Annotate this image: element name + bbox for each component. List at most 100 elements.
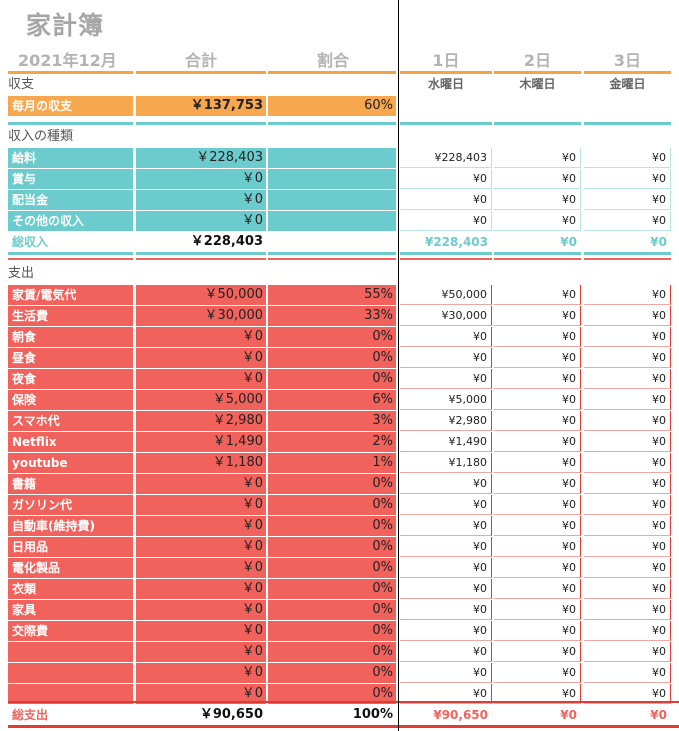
- expense-label-cell[interactable]: ガソリン代: [8, 495, 133, 515]
- income-total-cell[interactable]: ￥0: [136, 211, 266, 231]
- expense-day-cell[interactable]: ¥1,490: [400, 432, 492, 452]
- income-total-cell[interactable]: ￥0: [136, 190, 266, 210]
- expense-day-cell[interactable]: ¥0: [400, 327, 492, 347]
- expense-ratio-cell[interactable]: 2%: [268, 432, 396, 452]
- expense-total-cell[interactable]: ￥0: [136, 600, 266, 620]
- expense-day-cell[interactable]: ¥0: [584, 558, 671, 578]
- income-day-cell[interactable]: ¥0: [494, 169, 581, 189]
- expense-day-cell[interactable]: ¥0: [494, 390, 581, 410]
- total-expense-day-cell[interactable]: ¥0: [650, 708, 667, 722]
- expense-day-cell[interactable]: ¥0: [584, 369, 671, 389]
- expense-label-cell[interactable]: Netflix: [8, 432, 133, 452]
- expense-day-cell[interactable]: ¥0: [400, 369, 492, 389]
- income-day-cell[interactable]: ¥0: [400, 211, 492, 231]
- expense-total-cell[interactable]: ￥0: [136, 369, 266, 389]
- income-day-cell[interactable]: ¥0: [494, 211, 581, 231]
- expense-day-cell[interactable]: ¥0: [584, 600, 671, 620]
- expense-day-cell[interactable]: ¥0: [584, 411, 671, 431]
- expense-day-cell[interactable]: ¥0: [400, 537, 492, 557]
- expense-day-cell[interactable]: ¥2,980: [400, 411, 492, 431]
- expense-day-cell[interactable]: ¥0: [494, 369, 581, 389]
- expense-ratio-cell[interactable]: 0%: [268, 600, 396, 620]
- expense-day-cell[interactable]: ¥0: [400, 516, 492, 536]
- expense-day-cell[interactable]: ¥0: [584, 432, 671, 452]
- total-income-day-cell[interactable]: ¥0: [560, 235, 577, 249]
- expense-label-cell[interactable]: [8, 642, 133, 662]
- expense-label-cell[interactable]: 朝食: [8, 327, 133, 347]
- income-ratio-cell[interactable]: [268, 190, 396, 210]
- expense-day-cell[interactable]: ¥0: [494, 495, 581, 515]
- expense-day-cell[interactable]: ¥0: [494, 621, 581, 641]
- expense-total-cell[interactable]: ￥0: [136, 642, 266, 662]
- expense-total-cell[interactable]: ￥1,490: [136, 432, 266, 452]
- expense-label-cell[interactable]: 電化製品: [8, 558, 133, 578]
- income-label-cell[interactable]: その他の収入: [8, 211, 133, 231]
- expense-day-cell[interactable]: ¥0: [584, 306, 671, 326]
- expense-total-cell[interactable]: ￥2,980: [136, 411, 266, 431]
- expense-day-cell[interactable]: ¥0: [584, 474, 671, 494]
- expense-label-cell[interactable]: スマホ代: [8, 411, 133, 431]
- expense-total-cell[interactable]: ￥5,000: [136, 390, 266, 410]
- expense-label-cell[interactable]: 書籍: [8, 474, 133, 494]
- expense-day-cell[interactable]: ¥0: [494, 642, 581, 662]
- expense-day-cell[interactable]: ¥0: [400, 600, 492, 620]
- expense-day-cell[interactable]: ¥0: [584, 642, 671, 662]
- total-income-day-cell[interactable]: ¥0: [650, 235, 667, 249]
- expense-ratio-cell[interactable]: 0%: [268, 369, 396, 389]
- expense-ratio-cell[interactable]: 0%: [268, 495, 396, 515]
- income-ratio-cell[interactable]: [268, 211, 396, 231]
- expense-total-cell[interactable]: ￥0: [136, 621, 266, 641]
- total-income-value[interactable]: ￥228,403: [190, 234, 263, 249]
- total-expense-ratio[interactable]: 100%: [352, 707, 393, 722]
- expense-day-cell[interactable]: ¥0: [494, 537, 581, 557]
- expense-ratio-cell[interactable]: 6%: [268, 390, 396, 410]
- expense-ratio-cell[interactable]: 33%: [268, 306, 396, 326]
- expense-day-cell[interactable]: ¥0: [494, 432, 581, 452]
- income-day-cell[interactable]: ¥0: [584, 190, 671, 210]
- expense-day-cell[interactable]: ¥0: [584, 327, 671, 347]
- total-expense-day-cell[interactable]: ¥0: [560, 708, 577, 722]
- expense-day-cell[interactable]: ¥0: [400, 348, 492, 368]
- balance-ratio-cell[interactable]: 60%: [268, 96, 396, 116]
- expense-label-cell[interactable]: [8, 684, 133, 704]
- expense-ratio-cell[interactable]: 0%: [268, 474, 396, 494]
- income-day-cell[interactable]: ¥0: [584, 169, 671, 189]
- expense-total-cell[interactable]: ￥0: [136, 474, 266, 494]
- expense-total-cell[interactable]: ￥0: [136, 558, 266, 578]
- expense-label-cell[interactable]: 衣類: [8, 579, 133, 599]
- expense-day-cell[interactable]: ¥0: [494, 453, 581, 473]
- expense-label-cell[interactable]: 保険: [8, 390, 133, 410]
- expense-day-cell[interactable]: ¥0: [584, 390, 671, 410]
- expense-label-cell[interactable]: 夜食: [8, 369, 133, 389]
- expense-ratio-cell[interactable]: 0%: [268, 327, 396, 347]
- income-day-cell[interactable]: ¥0: [584, 148, 671, 168]
- total-expense-value[interactable]: ￥90,650: [199, 707, 263, 722]
- expense-ratio-cell[interactable]: 1%: [268, 453, 396, 473]
- expense-day-cell[interactable]: ¥0: [400, 558, 492, 578]
- income-day-cell[interactable]: ¥0: [494, 190, 581, 210]
- expense-day-cell[interactable]: ¥0: [494, 474, 581, 494]
- income-ratio-cell[interactable]: [268, 169, 396, 189]
- expense-day-cell[interactable]: ¥0: [584, 621, 671, 641]
- expense-label-cell[interactable]: 交際費: [8, 621, 133, 641]
- total-expense-day-cell[interactable]: ¥90,650: [433, 708, 488, 722]
- expense-total-cell[interactable]: ￥0: [136, 348, 266, 368]
- total-income-day-cell[interactable]: ¥228,403: [424, 235, 488, 249]
- expense-ratio-cell[interactable]: 0%: [268, 516, 396, 536]
- expense-total-cell[interactable]: ￥0: [136, 516, 266, 536]
- expense-day-cell[interactable]: ¥0: [494, 558, 581, 578]
- expense-label-cell[interactable]: [8, 663, 133, 683]
- expense-day-cell[interactable]: ¥0: [494, 285, 581, 305]
- expense-day-cell[interactable]: ¥5,000: [400, 390, 492, 410]
- expense-ratio-cell[interactable]: 3%: [268, 411, 396, 431]
- expense-label-cell[interactable]: 自動車(維持費): [8, 516, 133, 536]
- expense-day-cell[interactable]: ¥50,000: [400, 285, 492, 305]
- expense-total-cell[interactable]: ￥0: [136, 684, 266, 704]
- expense-total-cell[interactable]: ￥0: [136, 663, 266, 683]
- income-day-cell[interactable]: ¥0: [584, 211, 671, 231]
- income-total-cell[interactable]: ￥0: [136, 169, 266, 189]
- expense-day-cell[interactable]: ¥0: [584, 684, 671, 704]
- expense-day-cell[interactable]: ¥0: [584, 495, 671, 515]
- expense-day-cell[interactable]: ¥0: [494, 411, 581, 431]
- income-day-cell[interactable]: ¥0: [400, 169, 492, 189]
